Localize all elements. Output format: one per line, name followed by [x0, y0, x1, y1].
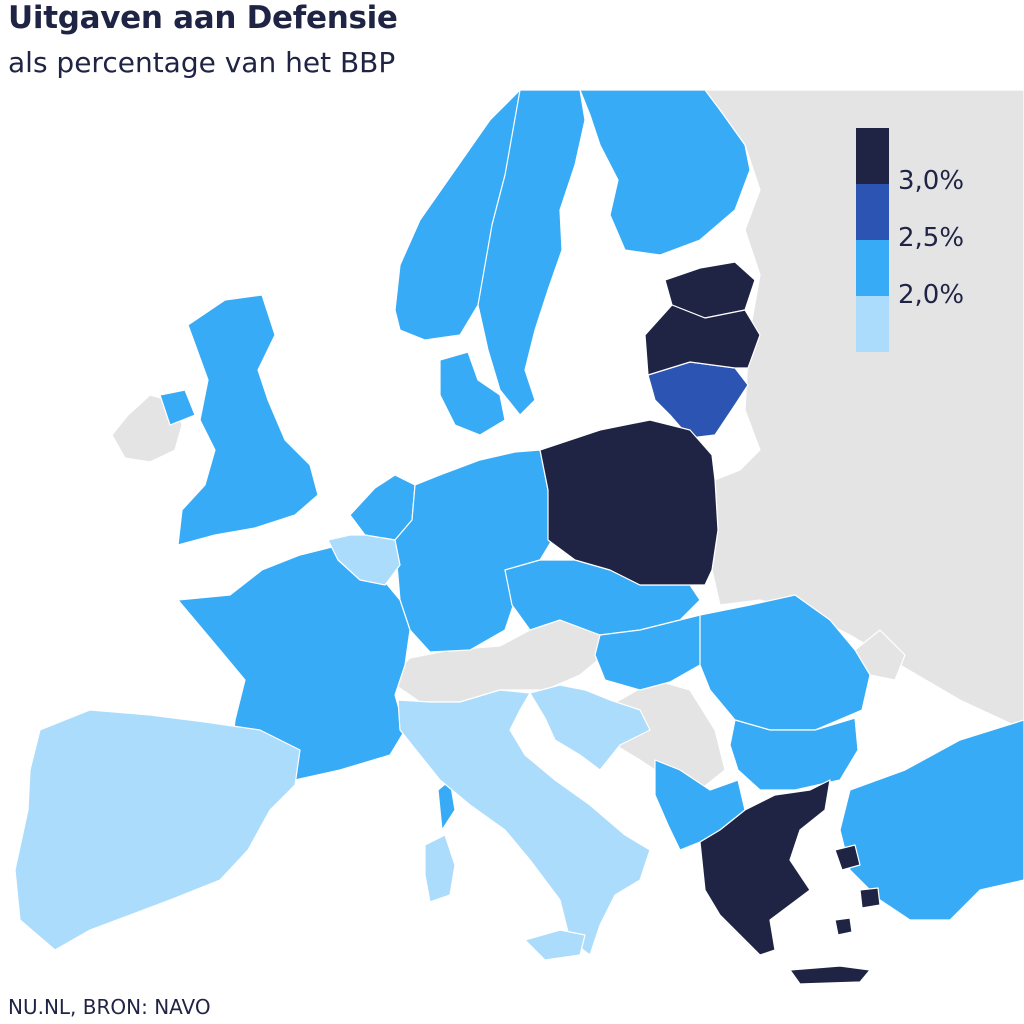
region-spain-portugal — [14, 709, 301, 951]
legend-swatch-above-3 — [856, 128, 889, 184]
region-belgium — [327, 534, 401, 586]
legend: 3,0% 2,5% 2,0% — [856, 128, 1006, 352]
region-sweden — [477, 90, 586, 416]
region-denmark — [439, 351, 506, 436]
region-uk — [177, 294, 319, 546]
region-northern-ireland — [159, 389, 196, 426]
region-sardinia — [424, 834, 456, 903]
legend-label-2-5: 2,5% — [898, 223, 965, 253]
source-credit: NU.NL, BRON: NAVO — [8, 995, 211, 1019]
europe-map — [0, 90, 1024, 990]
region-crete — [789, 965, 871, 985]
map-subtitle: als percentage van het BBP — [8, 46, 396, 79]
legend-label-3-0: 3,0% — [898, 166, 965, 196]
region-bulgaria — [729, 717, 859, 791]
region-sicily — [524, 929, 586, 961]
region-latvia — [644, 304, 761, 376]
legend-swatch-2-5-to-3 — [856, 184, 889, 240]
legend-swatch-below-2 — [856, 296, 889, 352]
region-finland — [579, 90, 751, 256]
legend-label-2-0: 2,0% — [898, 280, 965, 310]
region-romania — [699, 594, 871, 731]
region-poland — [539, 419, 719, 586]
region-greek-islands — [834, 844, 881, 936]
region-slovenia-croatia — [529, 684, 651, 771]
region-greece — [699, 779, 831, 956]
map-title: Uitgaven aan Defensie — [8, 0, 398, 36]
region-ireland — [111, 394, 183, 463]
legend-swatch-2-to-2-5 — [856, 240, 889, 296]
